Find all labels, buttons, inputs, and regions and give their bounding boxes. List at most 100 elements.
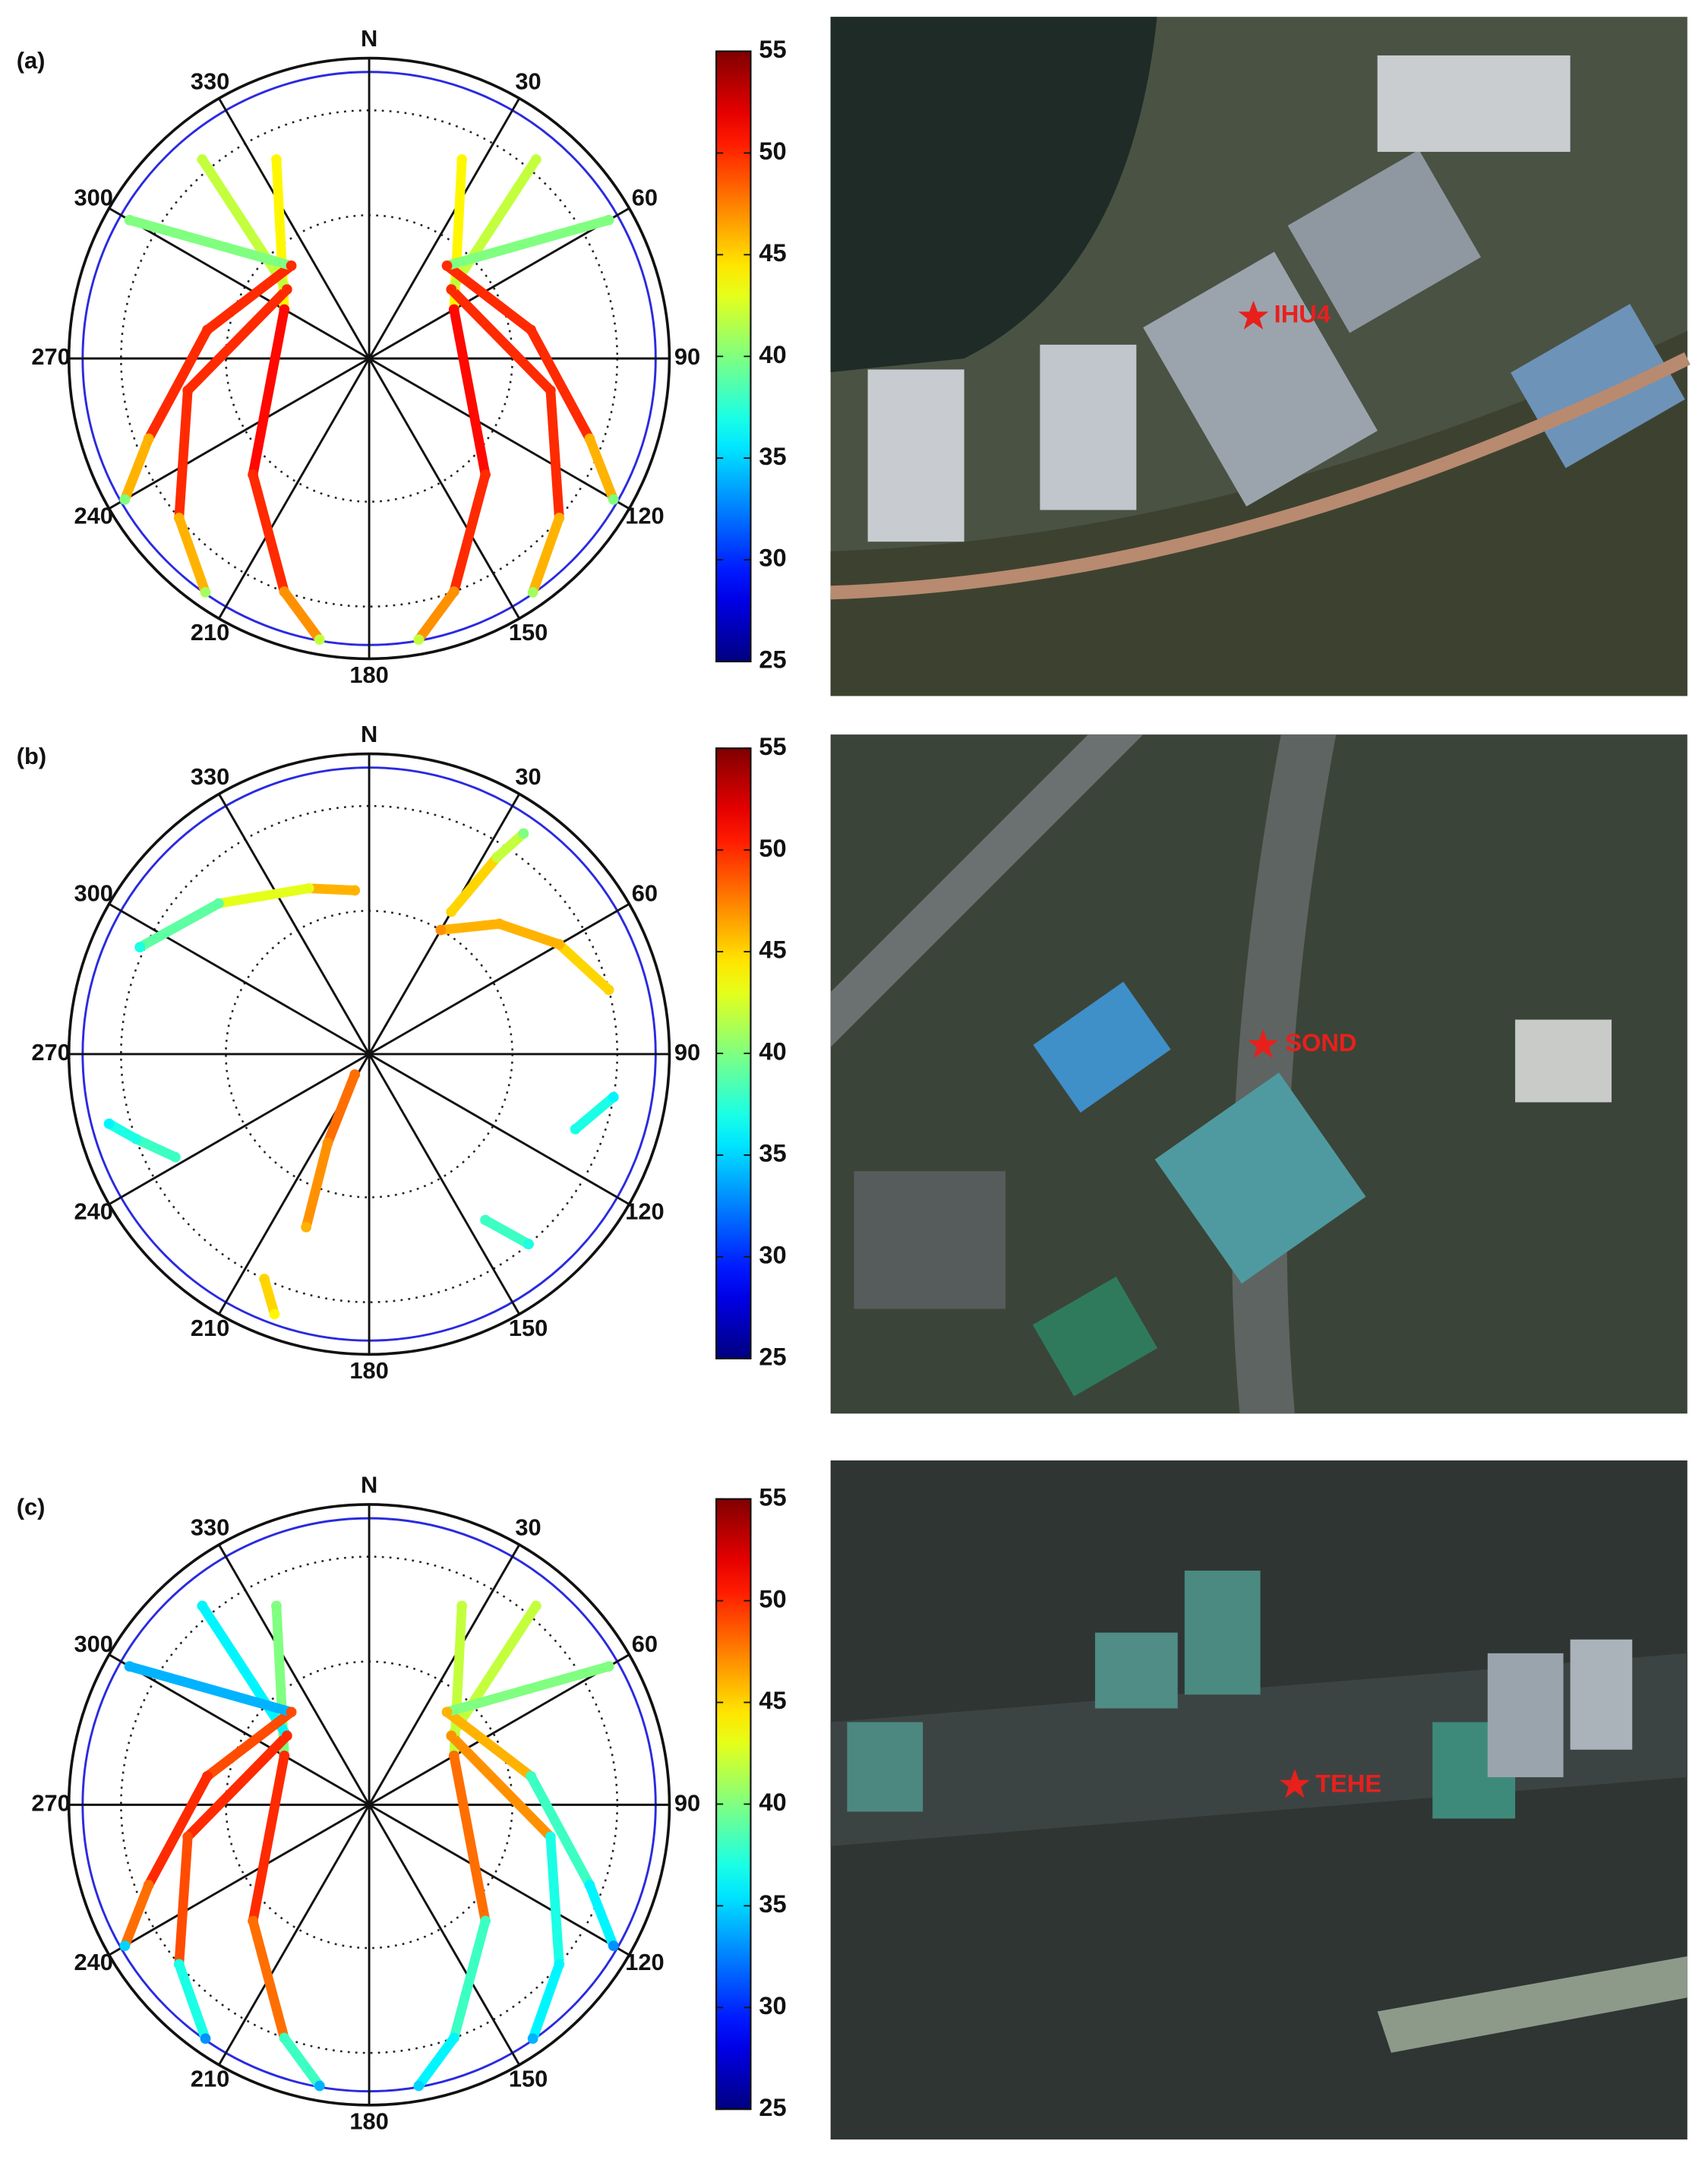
track-segment — [259, 1274, 279, 1319]
track-segment — [304, 883, 360, 895]
panel-label: (a) — [17, 47, 46, 74]
track-point — [200, 586, 211, 598]
azimuth-label: 60 — [632, 1631, 658, 1657]
track-point — [545, 1831, 556, 1842]
azimuth-label: 30 — [515, 1514, 541, 1541]
track-point — [143, 433, 154, 444]
colorbar-label: 35 — [759, 1139, 786, 1167]
track-segment — [554, 939, 614, 995]
track-point — [570, 1123, 581, 1135]
azimuth-label: 210 — [191, 1315, 229, 1341]
track-point — [518, 828, 529, 839]
building — [1377, 55, 1571, 152]
azimuth-label: 90 — [674, 1039, 700, 1066]
forest — [830, 330, 1687, 696]
track-segment — [119, 434, 154, 505]
building — [1184, 1571, 1261, 1695]
track-point — [446, 906, 457, 917]
colorbar-label: 50 — [759, 834, 786, 862]
azimuth-spoke — [368, 207, 630, 360]
track-segment — [446, 284, 556, 396]
azimuth-spoke — [218, 793, 371, 1055]
track-point — [480, 469, 491, 480]
azimuth-label: 300 — [74, 185, 113, 211]
track-point — [523, 1239, 534, 1250]
track-segment — [182, 284, 292, 396]
azimuth-label: 210 — [191, 619, 229, 646]
colorbar-label: 45 — [759, 936, 786, 964]
track-point — [322, 1137, 333, 1148]
building — [1515, 1019, 1612, 1103]
track-segment — [446, 1601, 541, 1741]
azimuth-label: 210 — [191, 2065, 229, 2092]
track-point — [413, 2080, 425, 2092]
track-segment — [413, 586, 459, 645]
aerial-image — [830, 17, 1691, 696]
track-point — [248, 1915, 258, 1927]
track-point — [202, 324, 213, 336]
track-point — [119, 494, 131, 505]
track-point — [527, 586, 538, 598]
azimuth-label: 90 — [674, 343, 700, 370]
azimuth-spoke — [218, 1804, 371, 2066]
track-point — [448, 2032, 459, 2044]
track-segment — [248, 469, 289, 597]
track-point — [279, 586, 290, 597]
azimuth-label: 300 — [74, 1631, 113, 1657]
colorbar-label: 55 — [759, 35, 786, 63]
azimuth-label: N — [361, 721, 377, 747]
azimuth-label: 240 — [74, 1949, 113, 1975]
track-point — [182, 385, 194, 396]
azimuth-spoke — [368, 1053, 630, 1205]
road — [830, 1653, 1687, 1846]
track-point — [200, 2033, 211, 2044]
satellite-track — [259, 1274, 280, 1320]
track-point — [134, 942, 146, 953]
track-segment — [526, 325, 595, 444]
track-segment — [442, 1707, 536, 1782]
track-point — [197, 1600, 208, 1612]
track-segment — [144, 1771, 213, 1890]
track-segment — [248, 305, 289, 480]
building — [847, 1722, 923, 1812]
building — [1154, 1072, 1366, 1284]
colorbar-label: 55 — [759, 732, 786, 760]
track-segment — [492, 829, 529, 863]
track-segment — [545, 1832, 564, 1969]
track-point — [554, 939, 565, 950]
satellite-track — [119, 1661, 297, 1952]
track-point — [314, 2080, 325, 2092]
satellite-track — [301, 1069, 361, 1233]
track-segment — [174, 513, 210, 598]
satellite-track — [441, 214, 619, 505]
track-point — [286, 260, 297, 271]
track-segment — [125, 215, 296, 271]
track-segment — [446, 1731, 556, 1842]
track-point — [349, 1069, 361, 1080]
azimuth-label: 330 — [191, 763, 229, 790]
azimuth-spoke — [218, 358, 371, 620]
track-segment — [442, 260, 536, 335]
track-segment — [202, 1707, 296, 1782]
aerial-image — [830, 1460, 1687, 2140]
track-point — [494, 918, 505, 930]
building — [1287, 150, 1481, 333]
azimuth-spoke — [368, 358, 521, 620]
track-segment — [446, 154, 541, 295]
building — [1040, 344, 1137, 510]
satellite-track — [413, 1600, 491, 2092]
azimuth-spoke — [108, 1653, 370, 1806]
track-point — [143, 1880, 154, 1890]
station-star — [1238, 300, 1269, 330]
building — [867, 369, 964, 542]
track-point — [448, 1750, 459, 1761]
track-point — [301, 1221, 312, 1233]
azimuth-spoke — [368, 97, 521, 359]
azimuth-label: 270 — [31, 1790, 70, 1817]
track-point — [441, 1707, 453, 1718]
track-segment — [131, 1134, 181, 1162]
azimuth-label: 180 — [349, 1357, 388, 1384]
track-point — [173, 513, 185, 523]
colorbar-label: 30 — [759, 1991, 786, 2019]
track-point — [446, 1730, 457, 1741]
